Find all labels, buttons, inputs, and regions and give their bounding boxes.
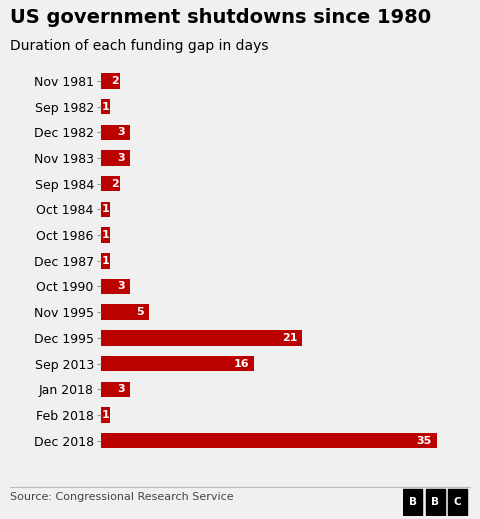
Bar bbox=[101, 253, 110, 268]
Bar bbox=[101, 356, 254, 371]
Text: 2: 2 bbox=[111, 179, 119, 189]
Text: Source: Congressional Research Service: Source: Congressional Research Service bbox=[10, 492, 233, 502]
Text: 1: 1 bbox=[101, 102, 109, 112]
Bar bbox=[101, 381, 130, 397]
Bar bbox=[101, 433, 437, 448]
Text: 35: 35 bbox=[417, 435, 432, 446]
Text: 3: 3 bbox=[117, 384, 125, 394]
Text: C: C bbox=[454, 497, 461, 507]
Text: 1: 1 bbox=[101, 230, 109, 240]
Bar bbox=[448, 489, 467, 515]
Text: 3: 3 bbox=[117, 153, 125, 163]
Bar bbox=[101, 151, 130, 166]
Bar bbox=[101, 305, 149, 320]
Text: 2: 2 bbox=[111, 76, 119, 86]
Text: Duration of each funding gap in days: Duration of each funding gap in days bbox=[10, 39, 268, 53]
Bar bbox=[101, 176, 120, 192]
Text: B: B bbox=[431, 497, 439, 507]
Bar bbox=[101, 407, 110, 422]
Text: 1: 1 bbox=[101, 256, 109, 266]
Bar bbox=[101, 73, 120, 89]
Text: 3: 3 bbox=[117, 281, 125, 292]
Bar bbox=[101, 99, 110, 114]
Text: 1: 1 bbox=[101, 410, 109, 420]
Bar bbox=[101, 125, 130, 140]
Text: B: B bbox=[408, 497, 417, 507]
Bar bbox=[101, 279, 130, 294]
Bar bbox=[403, 489, 422, 515]
Bar bbox=[101, 227, 110, 243]
Text: 1: 1 bbox=[101, 204, 109, 214]
Bar bbox=[426, 489, 444, 515]
Text: 5: 5 bbox=[136, 307, 144, 317]
Text: 21: 21 bbox=[282, 333, 298, 343]
Text: 3: 3 bbox=[117, 127, 125, 138]
Text: US government shutdowns since 1980: US government shutdowns since 1980 bbox=[10, 8, 431, 27]
Bar bbox=[101, 330, 302, 346]
Text: 16: 16 bbox=[234, 359, 250, 368]
Bar bbox=[101, 202, 110, 217]
